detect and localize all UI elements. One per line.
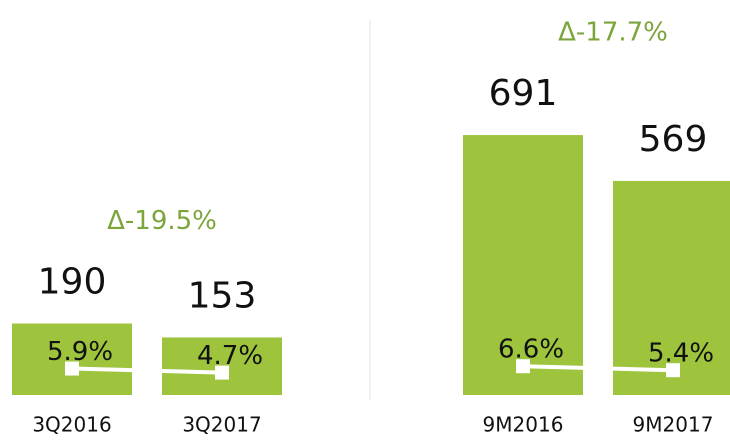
bar — [613, 180, 730, 395]
line-value-label: 6.6% — [498, 335, 564, 365]
bar — [12, 323, 132, 395]
bar-value-label: 569 — [639, 119, 708, 160]
line — [71, 366, 223, 375]
bar — [463, 135, 583, 396]
annotation: Δ-17.7% — [558, 18, 668, 48]
line-marker — [666, 363, 680, 378]
line-value-label: 5.9% — [47, 337, 113, 367]
bar-value-label: 153 — [188, 275, 257, 316]
x-tick-label: 9M2017 — [633, 413, 714, 437]
x-tick-label: 9M2016 — [483, 413, 564, 437]
line — [522, 364, 674, 373]
line-marker — [215, 365, 229, 380]
bar-value-label: 190 — [38, 262, 107, 303]
annotation: Δ-19.5% — [107, 206, 217, 236]
line-marker — [516, 359, 530, 374]
x-tick-label: 3Q2017 — [182, 413, 261, 437]
line-value-label: 4.7% — [197, 341, 263, 371]
line-marker — [65, 361, 79, 376]
line-value-label: 5.4% — [648, 339, 714, 369]
bar-value-label: 691 — [489, 73, 558, 114]
x-tick-label: 3Q2016 — [32, 413, 111, 437]
